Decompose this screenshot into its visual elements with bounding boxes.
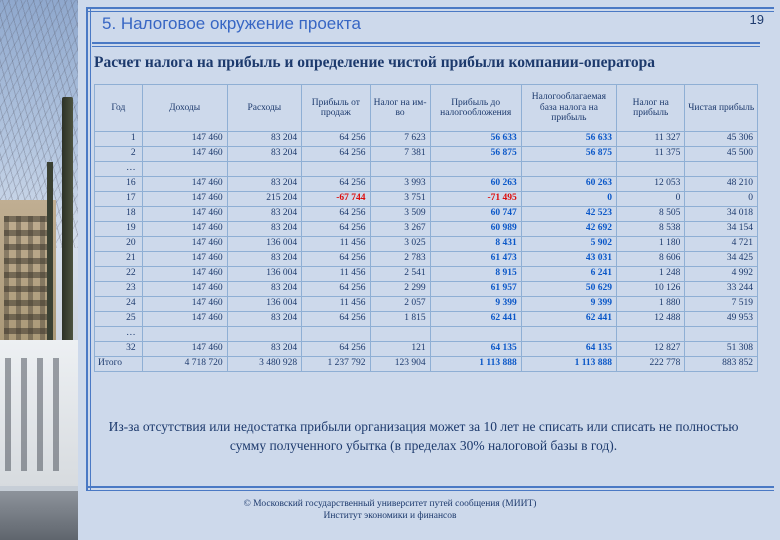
table-header-row: Год Доходы Расходы Прибыль от продаж Налог н… <box>94 84 758 132</box>
photo-pavement <box>0 491 78 540</box>
table-row: 24 147 460 136 004 11 456 2 057 9 399 9 399 1 8… <box>94 296 758 312</box>
table-row: 20 147 460 136 004 11 456 3 025 8 431 5 902 1 1… <box>94 236 758 252</box>
frame-bottom-line <box>86 486 774 491</box>
photo-building-windows <box>4 216 50 346</box>
column-header: Налогооблагаемая база налога на прибыль <box>520 84 618 132</box>
table-row: 21 147 460 83 204 64 256 2 783 61 473 43 031 8 … <box>94 251 758 267</box>
slide-footer: © Московский государственный университет… <box>0 498 780 523</box>
note-text: Из-за отсутствия или недостатка прибыли … <box>108 419 739 453</box>
table-row: 2 147 460 83 204 64 256 7 381 56 875 56 875 11 … <box>94 146 758 162</box>
page-title: 5. Налоговое окружение проекта <box>102 14 361 33</box>
table-row: 23 147 460 83 204 64 256 2 299 61 957 50 629 10… <box>94 281 758 297</box>
page-number: 19 <box>749 12 764 27</box>
table-row: 22 147 460 136 004 11 456 2 541 8 915 6 241 1 2… <box>94 266 758 282</box>
title-underline <box>92 42 760 47</box>
column-header: Расходы <box>226 84 303 132</box>
column-header: Год <box>94 84 143 132</box>
photo-tree-trunk-small <box>47 162 53 411</box>
column-header: Налог на прибыль <box>616 84 686 132</box>
column-header: Чистая прибыль <box>684 84 758 132</box>
table-row: 18 147 460 83 204 64 256 3 509 60 747 42 523 8 … <box>94 206 758 222</box>
table-row: 25 147 460 83 204 64 256 1 815 62 441 62 441 12… <box>94 311 758 327</box>
table-container: Год Доходы Расходы Прибыль от продаж Налог н… <box>94 84 758 372</box>
frame-top-line <box>86 7 774 12</box>
column-header: Прибыль до налогообложения <box>429 84 522 132</box>
table-row: 17 147 460 215 204 -67 744 3 751 -71 495 0 0 0 <box>94 191 758 207</box>
tax-table: Год Доходы Расходы Прибыль от продаж Налог н… <box>94 84 758 372</box>
photo-tree-trunk <box>62 97 73 432</box>
column-header: Доходы <box>141 84 228 132</box>
footer-line-1: © Московский государственный университет… <box>243 499 537 509</box>
slide-subtitle: Расчет налога на прибыль и определение ч… <box>94 54 655 71</box>
table-row: Итого 4 718 720 3 480 928 1 237 792 123 904 1… <box>94 356 758 372</box>
table-row: 1 147 460 83 204 64 256 7 623 56 633 56 633 11 … <box>94 131 758 147</box>
table-row: 16 147 460 83 204 64 256 3 993 60 263 60 263 12… <box>94 176 758 192</box>
photo-building-white <box>0 340 78 486</box>
table-row: … <box>94 161 758 177</box>
column-header: Прибыль от продаж <box>301 84 371 132</box>
frame-left-line <box>86 7 91 490</box>
photo-left <box>0 0 78 540</box>
column-header: Налог на им-во <box>369 84 431 132</box>
table-row: 32 147 460 83 204 64 256 121 64 135 64 135 12 8… <box>94 341 758 357</box>
table-row: … <box>94 326 758 342</box>
table-row: 19 147 460 83 204 64 256 3 267 60 989 42 692 8 … <box>94 221 758 237</box>
footer-line-2: Институт экономики и финансов <box>323 511 457 522</box>
